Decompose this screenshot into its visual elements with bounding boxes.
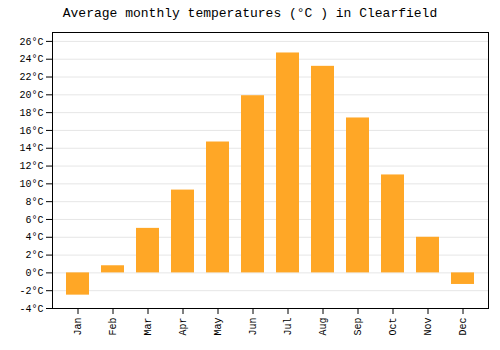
svg-text:26°C: 26°C [19,37,43,48]
svg-text:Oct: Oct [388,318,399,336]
svg-text:Jul: Jul [283,318,294,336]
svg-text:Sep: Sep [353,318,364,336]
svg-text:Apr: Apr [178,318,189,336]
svg-text:Feb: Feb [108,318,119,336]
svg-text:8°C: 8°C [25,197,43,208]
svg-text:12°C: 12°C [19,161,43,172]
svg-text:4°C: 4°C [25,232,43,243]
svg-text:Jan: Jan [73,318,84,336]
svg-text:-4°C: -4°C [19,304,43,315]
svg-text:Aug: Aug [318,318,329,336]
svg-text:2°C: 2°C [25,250,43,261]
svg-text:14°C: 14°C [19,143,43,154]
svg-text:24°C: 24°C [19,54,43,65]
svg-text:18°C: 18°C [19,108,43,119]
svg-text:May: May [213,318,224,336]
svg-text:10°C: 10°C [19,179,43,190]
svg-text:16°C: 16°C [19,126,43,137]
svg-text:Nov: Nov [423,318,434,336]
svg-text:Mar: Mar [143,318,154,336]
html-text:Average monthly temperatures (: Average monthly temperatures (°C ) in Cl… [62,6,438,21]
svg-text:0°C: 0°C [25,268,43,279]
svg-text:22°C: 22°C [19,72,43,83]
svg-text:-2°C: -2°C [19,286,43,297]
svg-text:Jun: Jun [248,318,259,336]
svg-text:20°C: 20°C [19,90,43,101]
svg-text:6°C: 6°C [25,215,43,226]
svg-text:Dec: Dec [458,318,469,336]
